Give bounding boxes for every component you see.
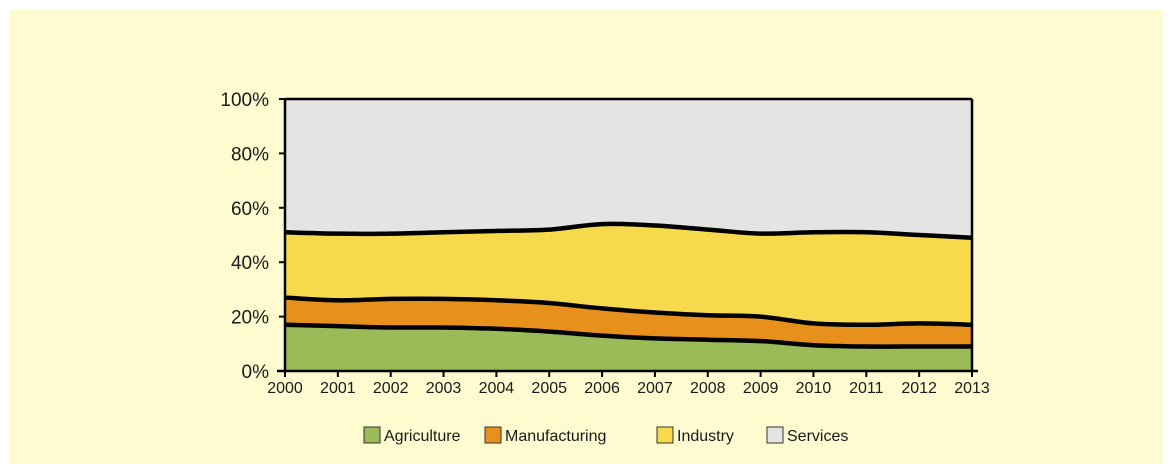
x-tick-label: 2004: [479, 380, 515, 397]
area-layers: [285, 99, 972, 371]
chart-panel: 0% 20% 40% 60% 80% 100% 2000 2001 2002 2003 2004 20…: [10, 10, 1163, 464]
x-tick-label: 2002: [373, 380, 409, 397]
y-tick-label: 0%: [242, 362, 270, 383]
x-tick-label: 2005: [531, 380, 567, 397]
area-agriculture: [285, 324, 972, 371]
legend-label: Agriculture: [384, 428, 461, 445]
legend-swatch: [656, 426, 674, 444]
stacked-area-chart: 0% 20% 40% 60% 80% 100% 2000 2001 2002 2003 2004 20…: [220, 90, 990, 445]
legend-item-services: Services: [766, 426, 848, 445]
legend-swatch: [363, 426, 381, 444]
x-tick-label: 2010: [796, 380, 832, 397]
x-tick-label: 2013: [954, 380, 990, 397]
legend: Agriculture Manufacturing Industry Services: [363, 426, 848, 445]
area-industry: [285, 223, 972, 325]
x-tick-label: 2000: [267, 380, 303, 397]
legend-item-agriculture: Agriculture: [363, 426, 461, 445]
x-tick-label: 2001: [320, 380, 356, 397]
y-tick-label: 60%: [231, 199, 269, 220]
boundary-line-agriculture: [284, 322, 972, 349]
legend-label: Industry: [677, 428, 734, 445]
x-tick-label: 2003: [426, 380, 462, 397]
x-tick-label: 2009: [743, 380, 779, 397]
boundary-line-manufacturing: [284, 295, 973, 328]
legend-label: Manufacturing: [505, 428, 606, 445]
x-tick-label: 2012: [901, 380, 937, 397]
y-tick-label: 100%: [220, 90, 269, 111]
legend-swatch: [766, 426, 784, 444]
legend-item-industry: Industry: [656, 426, 734, 445]
legend-item-manufacturing: Manufacturing: [484, 426, 606, 445]
y-tick-label: 20%: [231, 308, 269, 329]
x-tick-label: 2006: [584, 380, 620, 397]
area-services: [285, 99, 972, 238]
x-tick-label: 2008: [690, 380, 726, 397]
x-tick-label: 2011: [849, 380, 884, 397]
legend-label: Services: [787, 428, 848, 445]
y-tick-label: 80%: [231, 144, 269, 165]
area-manufacturing: [285, 297, 972, 347]
boundary-line-industry: [284, 221, 973, 240]
legend-swatch: [484, 426, 502, 444]
y-tick-label: 40%: [231, 253, 269, 274]
x-tick-label: 2007: [637, 380, 673, 397]
